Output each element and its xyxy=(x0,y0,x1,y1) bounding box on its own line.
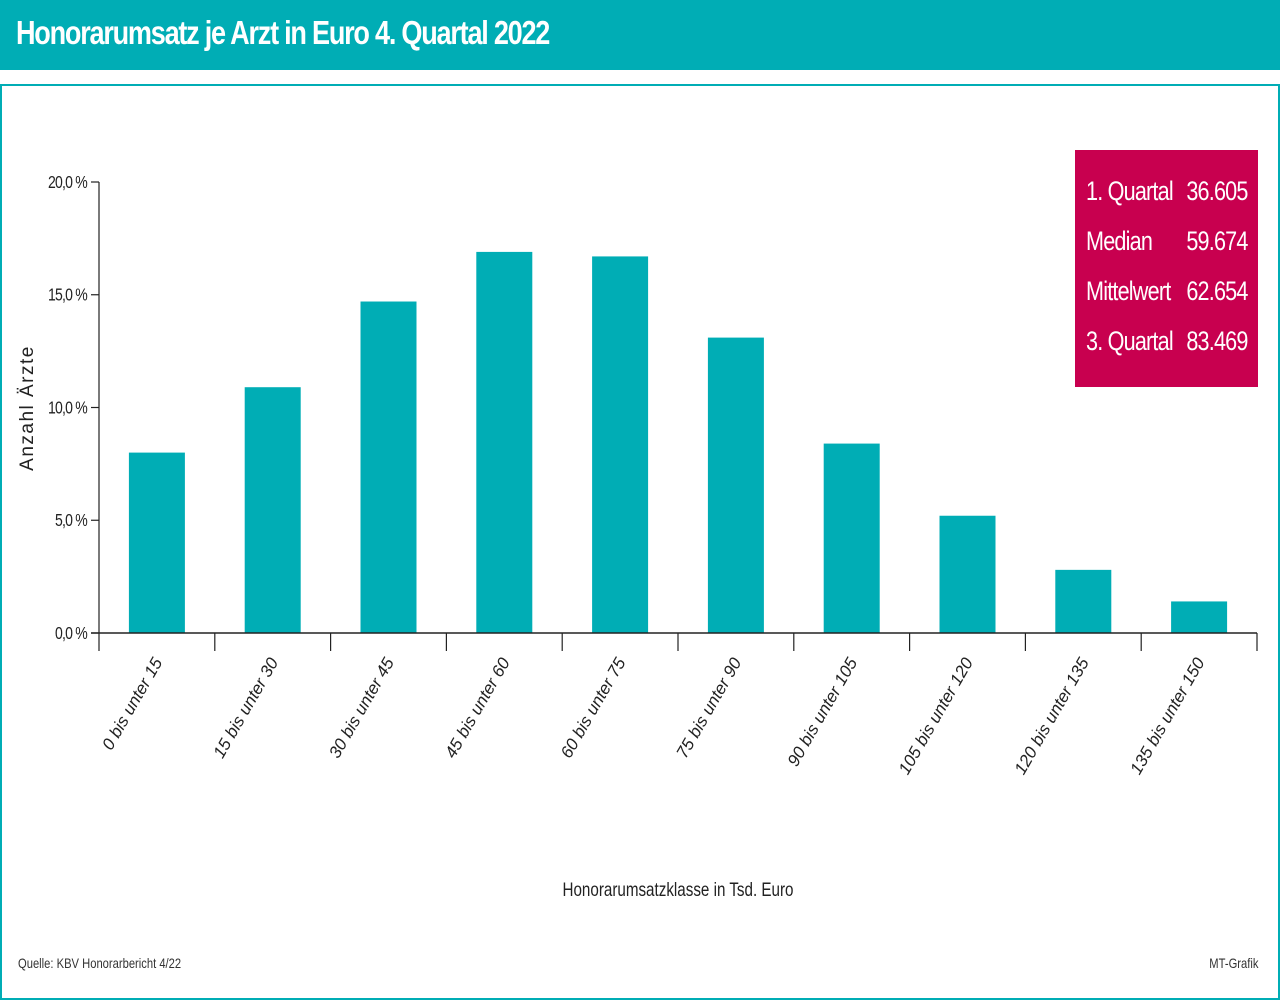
y-axis-title: Anzahl Ärzte xyxy=(17,345,38,471)
legend-label: Median xyxy=(1086,226,1153,256)
x-tick-label: 90 bis unter 105 xyxy=(784,654,862,770)
credit-note: MT-Grafik xyxy=(1208,955,1258,971)
source-note: Quelle: KBV Honorarbericht 4/22 xyxy=(18,955,182,971)
legend-row: Median 59.674 xyxy=(1086,226,1249,266)
bar xyxy=(1171,601,1228,633)
x-tick-label: 0 bis unter 15 xyxy=(98,654,166,753)
x-tick-label: 60 bis unter 75 xyxy=(557,654,630,761)
x-tick-label: 45 bis unter 60 xyxy=(441,654,514,761)
legend-row: 3. Quartal 83.469 xyxy=(1086,326,1249,366)
legend-label: Mittelwert xyxy=(1086,276,1171,306)
chart-frame xyxy=(0,84,1280,1000)
legend-value: 83.469 xyxy=(1186,326,1249,356)
bar xyxy=(1055,569,1112,633)
legend-row: Mittelwert 62.654 xyxy=(1086,276,1249,316)
y-tick-label: 20,0 % xyxy=(48,172,87,192)
legend-label: 1. Quartal xyxy=(1086,176,1174,206)
bar xyxy=(939,515,996,633)
x-tick-label: 15 bis unter 30 xyxy=(209,654,282,761)
chart-title: Honorarumsatz je Arzt in Euro 4. Quartal… xyxy=(16,14,550,51)
bar xyxy=(476,251,533,633)
y-tick-label: 5,0 % xyxy=(55,511,87,531)
x-axis-title: Honorarumsatzklasse in Tsd. Euro xyxy=(563,878,794,900)
bar xyxy=(707,337,764,633)
legend-label: 3. Quartal xyxy=(1086,326,1174,356)
x-tick-label: 75 bis unter 90 xyxy=(673,654,746,761)
x-tick-label: 135 bis unter 150 xyxy=(1126,654,1208,778)
bar xyxy=(244,387,301,633)
y-tick-label: 0,0 % xyxy=(55,623,87,643)
header-bar: Honorarumsatz je Arzt in Euro 4. Quartal… xyxy=(0,0,1280,70)
legend-value: 36.605 xyxy=(1186,176,1249,206)
bar xyxy=(360,301,417,633)
bar xyxy=(128,452,185,633)
y-tick-label: 15,0 % xyxy=(48,285,87,305)
y-tick-label: 10,0 % xyxy=(48,398,87,418)
bar xyxy=(823,443,880,633)
bar xyxy=(592,256,649,633)
x-tick-label: 105 bis unter 120 xyxy=(895,654,977,778)
x-tick-label: 30 bis unter 45 xyxy=(325,654,398,761)
legend-value: 59.674 xyxy=(1186,226,1249,256)
legend-value: 62.654 xyxy=(1186,276,1249,306)
legend-row: 1. Quartal 36.605 xyxy=(1086,176,1249,216)
x-tick-label: 120 bis unter 135 xyxy=(1011,654,1093,778)
statistics-box: 1. Quartal 36.605 Median 59.674 Mittelwert… xyxy=(1075,150,1258,387)
